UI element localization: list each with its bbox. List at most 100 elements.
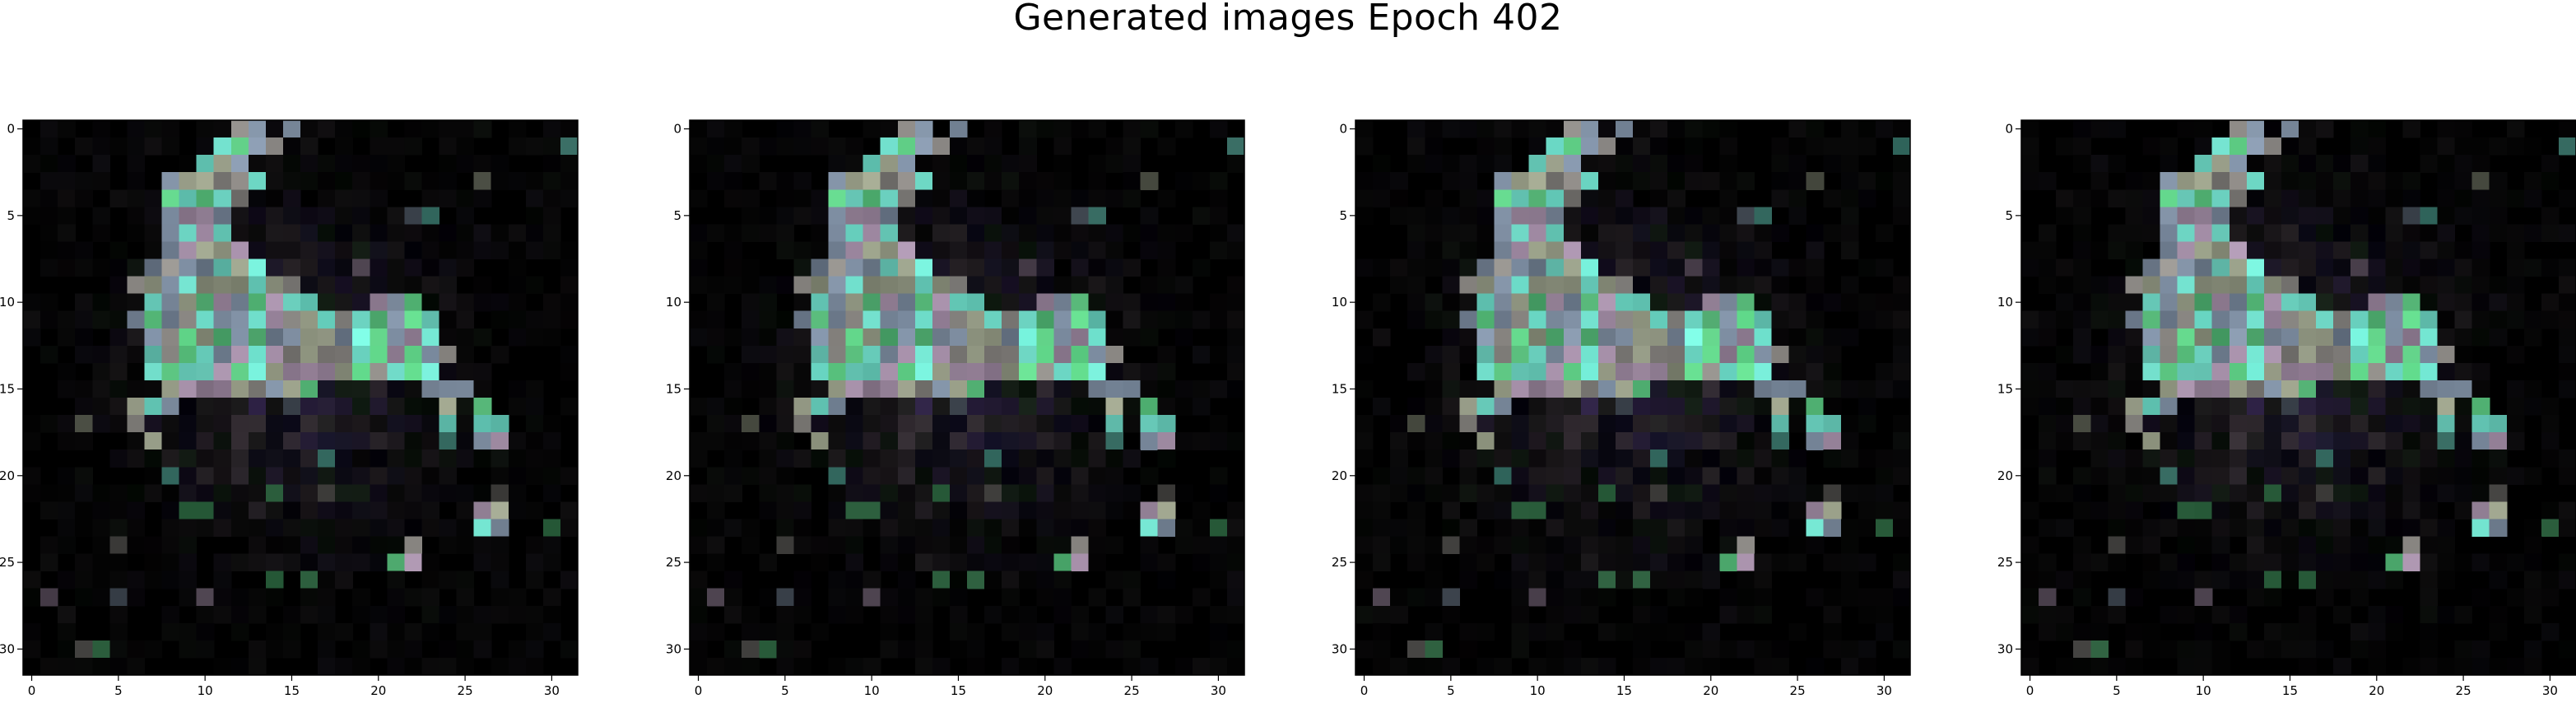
pixel (248, 241, 267, 260)
pixel (2385, 605, 2403, 624)
pixel (2108, 328, 2126, 347)
pixel (863, 588, 881, 607)
pixel (23, 622, 41, 641)
pixel (1615, 241, 1634, 260)
pixel (1459, 276, 1478, 295)
pixel (473, 415, 492, 433)
pixel (2299, 310, 2317, 329)
pixel (1494, 276, 1513, 295)
pixel (161, 605, 180, 624)
pixel (40, 501, 58, 520)
pixel (2090, 345, 2109, 364)
pixel (265, 120, 284, 138)
pixel (318, 640, 336, 659)
pixel (58, 310, 76, 329)
pixel (2489, 137, 2508, 156)
pixel (724, 415, 742, 433)
pixel (335, 155, 353, 173)
pixel (352, 432, 370, 450)
pixel (265, 519, 284, 538)
pixel (352, 241, 370, 260)
pixel (914, 310, 933, 329)
pixel (2454, 398, 2473, 416)
pixel (2454, 432, 2473, 450)
pixel (2333, 345, 2351, 364)
pixel (2523, 605, 2542, 624)
pixel (1123, 571, 1142, 589)
pixel (2558, 449, 2576, 468)
pixel (1019, 657, 1037, 676)
pixel (967, 519, 985, 538)
pixel (811, 398, 830, 416)
pixel (1597, 189, 1616, 207)
pixel (2246, 328, 2265, 347)
pixel (300, 293, 319, 312)
pixel (707, 588, 725, 607)
pixel (845, 172, 864, 190)
pixel (1390, 189, 1408, 207)
pixel (2142, 362, 2161, 381)
pixel (1036, 467, 1054, 485)
pixel (690, 137, 708, 156)
pixel (58, 657, 76, 676)
pixel (2229, 622, 2248, 641)
pixel (318, 398, 336, 416)
pixel (984, 432, 1002, 450)
pixel (161, 415, 180, 433)
pixel (1425, 536, 1443, 555)
pixel (508, 224, 527, 243)
pixel (2211, 432, 2230, 450)
pixel (404, 398, 423, 416)
pixel (92, 398, 110, 416)
pixel (707, 484, 725, 502)
pixel (2090, 398, 2109, 416)
pixel (473, 362, 492, 381)
pixel (2350, 622, 2369, 641)
pixel (2263, 536, 2282, 555)
pixel (1615, 536, 1634, 555)
pixel (2246, 137, 2265, 156)
pixel (1355, 449, 1374, 468)
pixel (967, 189, 985, 207)
pixel (1875, 293, 1894, 312)
pixel (1597, 588, 1616, 607)
pixel (1719, 362, 1737, 381)
pixel (1528, 120, 1547, 138)
pixel (1226, 553, 1245, 572)
pixel (1875, 380, 1894, 398)
pixel (1226, 293, 1245, 312)
pixel (213, 328, 232, 347)
pixel (776, 605, 794, 624)
pixel (161, 328, 180, 347)
pixel (1788, 310, 1807, 329)
pixel (1511, 241, 1530, 260)
pixel (318, 189, 336, 207)
pixel (1174, 276, 1193, 295)
pixel (1892, 155, 1911, 173)
pixel (2194, 588, 2213, 607)
pixel (1580, 380, 1599, 398)
pixel (1754, 553, 1773, 572)
pixel (1788, 467, 1807, 485)
pixel (1425, 432, 1443, 450)
pixel (1088, 640, 1107, 659)
pixel (2350, 189, 2369, 207)
pixel (318, 415, 336, 433)
pixel (2194, 328, 2213, 347)
pixel (109, 241, 128, 260)
pixel (352, 501, 370, 520)
pixel (1036, 120, 1054, 138)
pixel (984, 398, 1002, 416)
pixel (2246, 241, 2265, 260)
pixel (1459, 467, 1478, 485)
pixel (2281, 362, 2299, 381)
pixel (2523, 259, 2542, 277)
pixel (1373, 536, 1391, 555)
pixel (1563, 207, 1582, 225)
pixel (742, 362, 760, 381)
pixel (1425, 189, 1443, 207)
pixel (793, 207, 812, 225)
pixel (456, 207, 475, 225)
pixel (1754, 484, 1773, 502)
pixel (1633, 259, 1651, 277)
